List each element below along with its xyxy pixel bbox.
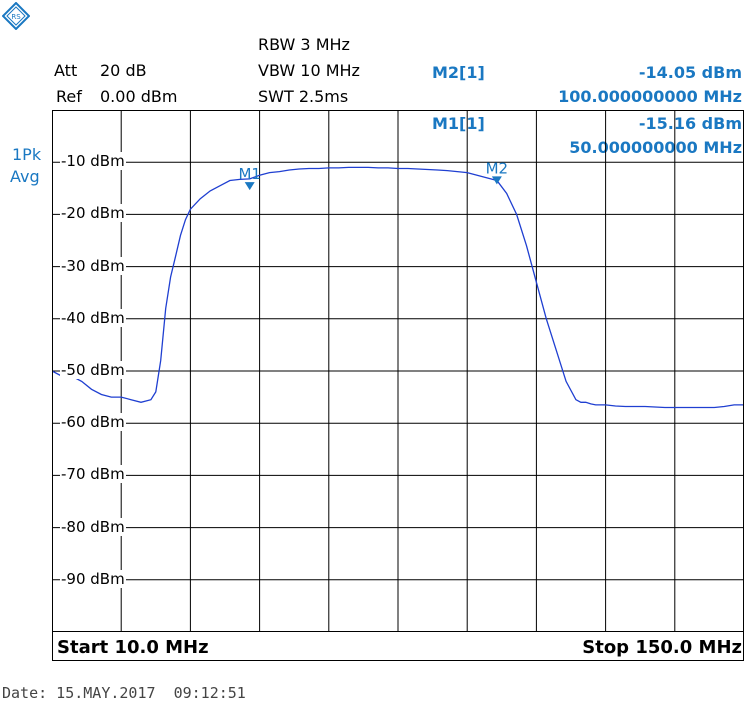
marker-m2-tag: M2 <box>486 159 509 177</box>
footer-bar <box>52 632 744 661</box>
plot-frame <box>52 110 744 632</box>
marker-m1-triangle <box>244 182 255 191</box>
y-tick-label: -90 dBm <box>60 569 126 588</box>
y-tick-label: -80 dBm <box>60 517 126 536</box>
att-label: Att <box>54 61 78 80</box>
trace-mode-label: Avg <box>10 167 40 186</box>
marker-m1-frequency: 50.000000000 MHz <box>569 138 742 157</box>
marker-m2-label: M2[1] <box>432 63 485 82</box>
marker-layer: M1 M2 <box>238 159 509 191</box>
svg-text:RS: RS <box>11 13 21 21</box>
vbw-setting: VBW 10 MHz <box>258 61 360 80</box>
marker-m2-level: -14.05 dBm <box>638 63 742 82</box>
marker-m1-label: M1[1] <box>432 114 485 133</box>
marker-m1-tag: M1 <box>238 165 261 183</box>
swt-setting: SWT 2.5ms <box>258 87 349 106</box>
y-tick-label: -10 dBm <box>60 152 126 171</box>
ref-value: 0.00 dBm <box>100 87 178 106</box>
y-tick-label: -40 dBm <box>60 308 126 327</box>
att-value: 20 dB <box>100 61 147 80</box>
start-frequency: Start 10.0 MHz <box>57 637 209 658</box>
brand-logo-icon: RS <box>1 1 31 31</box>
marker-m1-level: -15.16 dBm <box>638 114 742 133</box>
y-tick-label: -20 dBm <box>60 204 126 223</box>
ref-label: Ref <box>56 87 82 106</box>
spectrum-plot: M1 M2 <box>52 110 744 632</box>
trace-line <box>52 166 744 409</box>
stop-frequency: Stop 150.0 MHz <box>582 637 742 658</box>
y-tick-label: -30 dBm <box>60 256 126 275</box>
detector-label: 1Pk <box>12 145 42 164</box>
y-tick-label: -50 dBm <box>60 361 126 379</box>
grid <box>52 110 744 632</box>
rbw-setting: RBW 3 MHz <box>258 35 350 54</box>
capture-date: Date: 15.MAY.2017 09:12:51 <box>2 684 246 702</box>
y-tick-label: -60 dBm <box>60 413 126 432</box>
marker-m2-frequency: 100.000000000 MHz <box>558 87 742 106</box>
y-tick-label: -70 dBm <box>60 465 126 484</box>
marker-m2-triangle <box>491 176 502 185</box>
